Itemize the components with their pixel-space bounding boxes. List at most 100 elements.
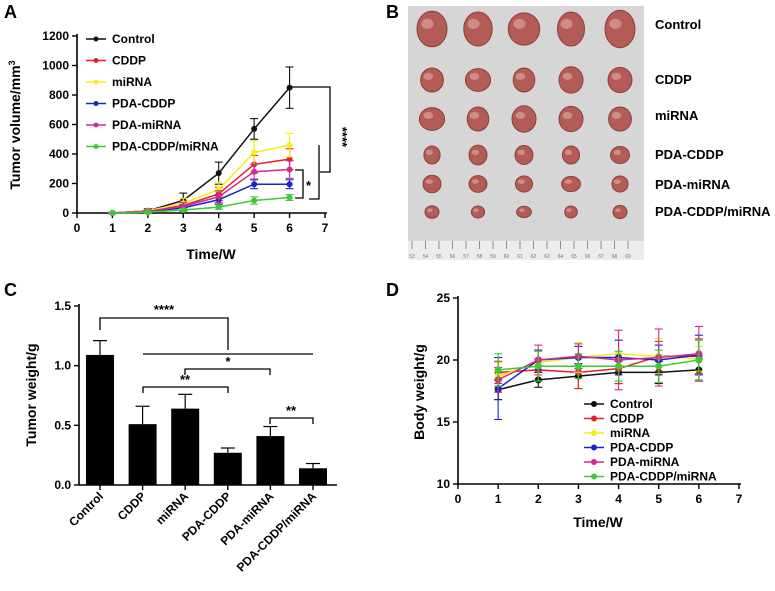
data-point: [286, 194, 293, 201]
data-point: [655, 362, 663, 370]
tumor-row-label: miRNA: [655, 108, 699, 123]
ruler-tick-label: 54: [423, 254, 429, 260]
data-point: [180, 207, 187, 214]
tumor-highlight: [566, 208, 572, 212]
data-point: [251, 125, 258, 132]
tumor-highlight: [469, 72, 480, 80]
panel-d-axes: [457, 296, 741, 485]
tumor: [420, 67, 444, 93]
x-tick-label: 1: [109, 221, 116, 235]
legend-item-control: Control: [584, 397, 653, 411]
x-tick-label: 0: [74, 221, 81, 235]
tumor: [463, 11, 493, 47]
panel-c-x-ticks: Control CDDP miRNAPDA-CDDPPDA-miRNAPDA-CDD…: [66, 485, 319, 575]
ruler-tick-label: 57: [463, 254, 469, 260]
legend-swatch-marker: [591, 415, 597, 422]
tumor-photo: [416, 9, 636, 220]
ruler-ticks: 53 54 55 56 57 58 59 60 61 62 63 64 65 66 67 68 69: [409, 241, 631, 260]
data-point: [251, 149, 258, 156]
tumor-highlight: [471, 149, 479, 155]
ruler-tick-label: 66: [585, 254, 591, 260]
y-tick-label: 0.5: [54, 418, 71, 432]
tumor: [514, 145, 534, 165]
bar: [86, 354, 114, 485]
tumor-row-labels: Control CDDP miRNA PDA-CDDP PDA-miRNA PDA-CDD…: [655, 17, 771, 219]
tumor: [416, 10, 448, 48]
bar-group-control: [86, 340, 114, 485]
tumor: [610, 145, 630, 165]
bar-group-pda-mirna: [256, 425, 285, 485]
ruler-tick-label: 68: [612, 254, 618, 260]
panel-c-axes: [78, 304, 337, 486]
y-tick-label: 200: [49, 177, 69, 191]
panel-d-x-ticks: 0 1 2 3 4 5 6 7: [455, 484, 743, 506]
tumor: [468, 144, 488, 166]
tumor-highlight: [515, 111, 526, 119]
series-pda-cddp: [494, 334, 703, 421]
data-point: [251, 168, 258, 175]
tumor-highlight: [421, 18, 434, 29]
bar-group-pda-cddp: [213, 447, 242, 485]
tumor-highlight: [562, 111, 573, 119]
x-tick-label: 7: [322, 221, 329, 235]
legend-swatch-marker: [93, 144, 99, 149]
panel-a-bracket-cddp: [295, 169, 304, 199]
ruler-tick-label: 60: [504, 254, 510, 260]
ruler-tick-label: 58: [477, 254, 483, 260]
legend-label: CDDP: [112, 54, 146, 68]
tumor-highlight: [611, 111, 622, 119]
tumor-row-label: Control: [655, 17, 701, 32]
tumor-row-mirna: [418, 105, 632, 133]
x-tick-label: 2: [145, 221, 152, 235]
tumor-row-label: CDDP: [655, 72, 692, 87]
legend-label: PDA-CDDP: [610, 441, 673, 455]
panel-d: D 0 1 2 3 4 5 6 7 10 15 20 25 Time/W Body weight/g…: [386, 280, 743, 530]
legend-item-pda-mirna: PDA-miRNA: [584, 455, 680, 469]
data-point: [251, 197, 258, 204]
legend-item-mirna: miRNA: [584, 426, 650, 440]
tumor-highlight: [609, 18, 622, 29]
ruler-tick-label: 61: [517, 254, 523, 260]
legend-item-pda-cddp: PDA-CDDP: [86, 97, 175, 111]
data-point: [286, 181, 293, 188]
ruler-tick-label: 67: [598, 254, 604, 260]
tumor-row-cddp: [420, 66, 633, 94]
tumor-highlight: [427, 208, 433, 212]
x-tick-label: Control: [66, 489, 106, 529]
panel-c-sig-4: **: [286, 403, 297, 418]
tumor-row-label: PDA-CDDP/miRNA: [655, 204, 771, 219]
panel-label-b: B: [386, 2, 399, 22]
tumor-highlight: [423, 72, 434, 80]
panel-a-sig-control: ****: [335, 127, 350, 148]
data-point: [695, 356, 703, 364]
tumor: [507, 12, 541, 46]
legend-swatch-marker: [93, 79, 99, 85]
panel-a-bracket-control: [291, 86, 331, 173]
data-point: [286, 142, 293, 149]
panel-d-y-label: Body weight/g: [411, 344, 427, 440]
tumor-highlight: [519, 208, 525, 212]
y-tick-label: 1000: [42, 59, 69, 73]
y-tick-label: 25: [437, 291, 451, 305]
tumor: [511, 105, 537, 133]
y-tick-label: 1.5: [54, 299, 71, 313]
tumor: [561, 145, 581, 165]
series-line: [497, 369, 699, 391]
panel-a-x-label: Time/W: [186, 246, 236, 262]
tumor: [423, 145, 441, 165]
tumor: [468, 175, 488, 193]
data-point: [494, 366, 502, 374]
tumor-highlight: [562, 72, 573, 80]
tumor: [512, 67, 536, 93]
series-line: [112, 144, 290, 214]
series-line: [112, 168, 290, 214]
series-pda-cddp: [108, 179, 294, 216]
legend-label: Control: [610, 397, 653, 411]
panel-c-sig-2: *: [225, 354, 231, 369]
legend-label: miRNA: [112, 75, 152, 89]
panel-c-bracket-3: [184, 368, 271, 375]
panel-a-bracket-mid: [309, 145, 320, 200]
tumor-row-label: PDA-CDDP: [655, 147, 724, 162]
legend-swatch-marker: [591, 459, 597, 465]
x-tick-label: PDA-CDDP/miRNA: [234, 489, 320, 575]
